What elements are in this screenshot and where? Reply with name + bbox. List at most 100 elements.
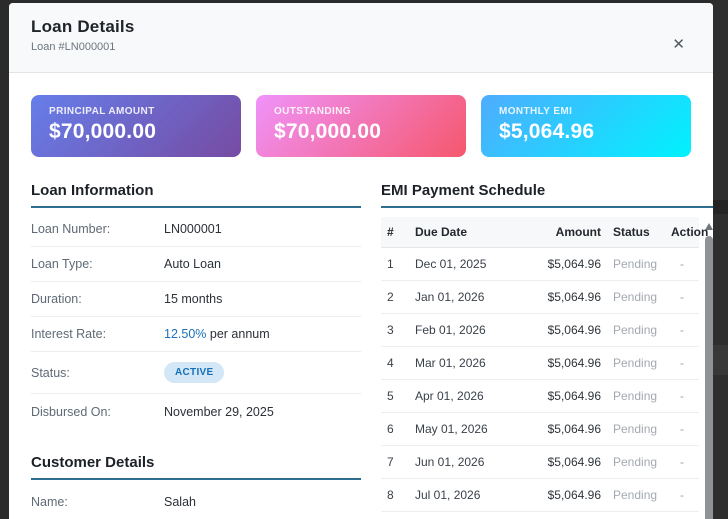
table-row: 6 May 01, 2026 $5,064.96 Pending - — [381, 412, 699, 446]
info-row-name: Name: Salah — [31, 484, 361, 519]
loan-information-heading: Loan Information — [31, 182, 361, 208]
cell-amount: $5,064.96 — [521, 346, 607, 380]
cell-amount: $5,064.96 — [521, 478, 607, 512]
table-row: 9 Aug 01, 2026 $5,064.96 Pending - — [381, 511, 699, 519]
cell-action: - — [665, 412, 699, 446]
monthly-emi-card: MONTHLY EMI $5,064.96 — [481, 95, 691, 157]
interest-rate-value: 12.50% — [164, 327, 207, 341]
cell-status: Pending — [607, 313, 665, 347]
info-value: November 29, 2025 — [164, 404, 274, 419]
cell-action: - — [665, 280, 699, 314]
cell-action: - — [665, 511, 699, 519]
info-label: Name: — [31, 494, 68, 509]
cell-due-date: Jan 01, 2026 — [409, 280, 521, 314]
cell-num: 8 — [381, 478, 409, 512]
info-row-loan-number: Loan Number: LN000001 — [31, 212, 361, 247]
cell-action: - — [665, 478, 699, 512]
table-row: 3 Feb 01, 2026 $5,064.96 Pending - — [381, 313, 699, 347]
info-value: 12.50% per annum — [164, 327, 270, 341]
card-label: OUTSTANDING — [274, 106, 351, 117]
cell-amount: $5,064.96 — [521, 379, 607, 413]
col-header-status: Status — [607, 217, 665, 248]
status-badge: ACTIVE — [164, 362, 225, 383]
info-row-loan-type: Loan Type: Auto Loan — [31, 247, 361, 282]
col-header-num: # — [381, 217, 409, 248]
emi-schedule-table-wrap: # Due Date Amount Status Action 1 Dec 01… — [381, 217, 713, 519]
info-label: Interest Rate: — [31, 327, 107, 341]
info-row-interest-rate: Interest Rate: 12.50% per annum — [31, 317, 361, 352]
info-label: Loan Number: — [31, 222, 111, 236]
cell-due-date: Mar 01, 2026 — [409, 346, 521, 380]
info-row-disbursed-on: Disbursed On: November 29, 2025 — [31, 394, 361, 429]
info-row-status: Status: ACTIVE — [31, 352, 361, 394]
cell-status: Pending — [607, 478, 665, 512]
emi-schedule-heading: EMI Payment Schedule — [381, 182, 713, 208]
cell-action: - — [665, 313, 699, 347]
card-label: PRINCIPAL AMOUNT — [49, 106, 155, 117]
table-header-row: # Due Date Amount Status Action — [381, 217, 708, 248]
cell-status: Pending — [607, 511, 665, 519]
info-value: 15 months — [164, 292, 223, 306]
cell-due-date: Apr 01, 2026 — [409, 379, 521, 413]
card-value: $70,000.00 — [274, 120, 382, 143]
cell-amount: $5,064.96 — [521, 313, 607, 347]
cell-num: 3 — [381, 313, 409, 347]
customer-details-section: Customer Details Name: Salah — [31, 454, 361, 519]
card-value: $70,000.00 — [49, 120, 157, 143]
customer-details-heading: Customer Details — [31, 454, 361, 480]
col-header-due-date: Due Date — [409, 217, 521, 248]
modal-body: Loan Information Loan Number: LN000001 L… — [9, 178, 713, 519]
emi-schedule-table: # Due Date Amount Status Action 1 Dec 01… — [381, 217, 708, 519]
info-label: Duration: — [31, 292, 82, 306]
cell-action: - — [665, 445, 699, 479]
cell-num: 5 — [381, 379, 409, 413]
left-column: Loan Information Loan Number: LN000001 L… — [31, 182, 361, 519]
info-value: ACTIVE — [164, 362, 225, 383]
cell-num: 7 — [381, 445, 409, 479]
cell-amount: $5,064.96 — [521, 511, 607, 519]
info-value: Salah — [164, 494, 196, 509]
loan-details-modal: Loan Details Loan #LN000001 ✕ PRINCIPAL … — [9, 3, 713, 519]
table-row: 8 Jul 01, 2026 $5,064.96 Pending - — [381, 478, 699, 512]
cell-status: Pending — [607, 280, 665, 314]
right-column: EMI Payment Schedule # Due Date Amount S… — [381, 182, 713, 519]
table-row: 2 Jan 01, 2026 $5,064.96 Pending - — [381, 280, 699, 314]
info-value: LN000001 — [164, 222, 222, 236]
principal-amount-card: PRINCIPAL AMOUNT $70,000.00 — [31, 95, 241, 157]
cell-due-date: Dec 01, 2025 — [409, 247, 521, 281]
cell-action: - — [665, 379, 699, 413]
table-row: 4 Mar 01, 2026 $5,064.96 Pending - — [381, 346, 699, 380]
card-value: $5,064.96 — [499, 120, 595, 143]
page-backdrop — [713, 0, 728, 519]
cell-amount: $5,064.96 — [521, 445, 607, 479]
info-value: Auto Loan — [164, 257, 221, 271]
cell-action: - — [665, 247, 699, 281]
col-header-amount: Amount — [521, 217, 607, 248]
cell-status: Pending — [607, 346, 665, 380]
scrollbar[interactable] — [705, 219, 713, 519]
scrollbar-thumb[interactable] — [705, 236, 713, 519]
table-row: 1 Dec 01, 2025 $5,064.96 Pending - — [381, 247, 699, 281]
cell-num: 2 — [381, 280, 409, 314]
page-title: Loan Details — [31, 17, 135, 36]
cell-amount: $5,064.96 — [521, 280, 607, 314]
cell-due-date: Jul 01, 2026 — [409, 478, 521, 512]
loan-number-subtitle: Loan #LN000001 — [31, 41, 116, 53]
interest-rate-suffix: per annum — [206, 327, 270, 341]
close-icon[interactable]: ✕ — [668, 33, 689, 56]
cell-num: 9 — [381, 511, 409, 519]
col-header-action: Action — [665, 217, 708, 248]
cell-due-date: Jun 01, 2026 — [409, 445, 521, 479]
info-label: Status: — [31, 365, 70, 380]
cell-action: - — [665, 346, 699, 380]
cell-amount: $5,064.96 — [521, 247, 607, 281]
outstanding-card: OUTSTANDING $70,000.00 — [256, 95, 466, 157]
cell-status: Pending — [607, 247, 665, 281]
info-label: Disbursed On: — [31, 404, 111, 419]
cell-status: Pending — [607, 412, 665, 446]
table-row: 7 Jun 01, 2026 $5,064.96 Pending - — [381, 445, 699, 479]
scroll-up-icon[interactable] — [705, 223, 713, 230]
table-row: 5 Apr 01, 2026 $5,064.96 Pending - — [381, 379, 699, 413]
cell-amount: $5,064.96 — [521, 412, 607, 446]
card-label: MONTHLY EMI — [499, 106, 573, 117]
